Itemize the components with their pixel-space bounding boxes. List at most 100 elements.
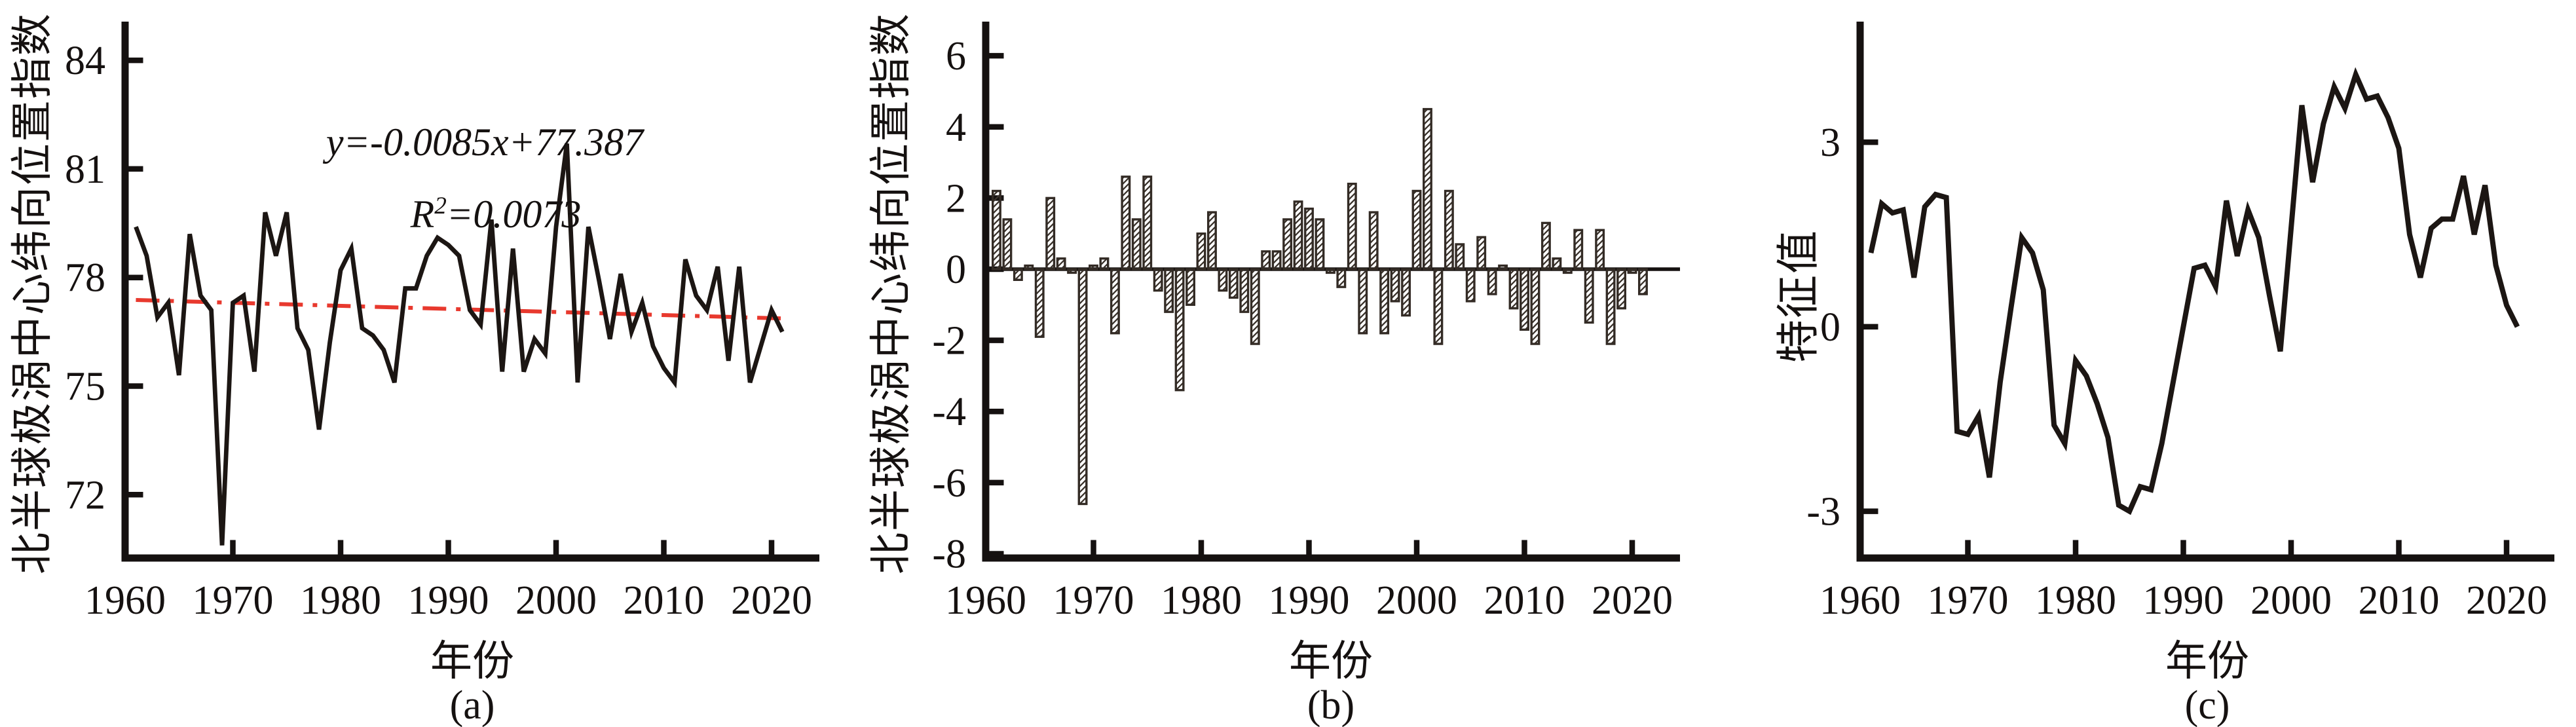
b-bar-1966: [1045, 196, 1056, 270]
b-x-tick-label-2010: 2010: [1484, 578, 1565, 623]
b-bar-1979: [1185, 268, 1195, 307]
b-bar-2018: [1605, 268, 1616, 345]
b-bar-2021: [1637, 268, 1648, 295]
b-x-tick-label-2020: 2020: [1592, 578, 1673, 623]
b-bar-1989: [1293, 200, 1303, 270]
b-bar-1965: [1034, 268, 1045, 338]
b-bar-2012: [1540, 221, 1551, 270]
panel-a: 1960 1970 1980 1990 2000 2010 2020 72 75 78 81 84 北…: [0, 0, 859, 727]
equation-intercept-text: +77.387: [508, 121, 644, 164]
b-bar-1999: [1401, 268, 1411, 317]
b-bar-2019: [1616, 268, 1627, 310]
a-y-tick-label-75: 75: [65, 365, 105, 409]
a-y-tick-label-84: 84: [65, 39, 105, 83]
b-bar-1981: [1207, 211, 1217, 270]
b-bar-1972: [1110, 268, 1120, 335]
c-x-tick-label-2010: 2010: [2359, 578, 2440, 623]
panel-b-caption: (b): [1307, 683, 1355, 727]
b-bar-2001: [1423, 107, 1432, 270]
b-bar-2003: [1444, 189, 1454, 270]
b-bar-1990: [1304, 207, 1314, 270]
panel-a-chart: 1960 1970 1980 1990 2000 2010 2020 72 75 78 81 84: [65, 22, 819, 623]
a-series-line: [134, 143, 785, 546]
b-bar-1964: [1024, 264, 1034, 270]
b-bar-1983: [1228, 268, 1239, 299]
b-x-tick-label-1980: 1980: [1161, 578, 1242, 623]
b-bar-1985: [1250, 268, 1260, 345]
b-bar-1977: [1164, 268, 1174, 313]
trend-equation-line1: y=-0.0085x+77.387: [262, 110, 707, 174]
b-bar-1995: [1358, 268, 1368, 335]
b-y-tick-label-0: 0: [946, 248, 966, 292]
b-y-tick-label-2: 2: [946, 176, 966, 221]
panel-c-y-axis-title: 特征值: [1775, 229, 1823, 363]
panel-a-x-axis-title: 年份: [430, 638, 514, 684]
c-y-tick-label--3: -3: [1806, 490, 1840, 534]
b-bar-2000: [1411, 189, 1422, 270]
b-x-tick-label-1990: 1990: [1269, 578, 1350, 623]
b-bar-1994: [1347, 182, 1357, 270]
panel-a-y-axis-title: 北半球极涡中心纬向位置指数: [9, 12, 56, 574]
c-x-tick-label-1990: 1990: [2143, 578, 2224, 623]
b-bar-1988: [1282, 218, 1293, 270]
c-y-tick-label-0: 0: [1820, 305, 1840, 350]
b-y-tick-label--8: -8: [932, 532, 966, 576]
equation-y-var: y: [326, 121, 344, 164]
equation-r-sup: 2: [434, 193, 447, 219]
b-x-tick-label-1970: 1970: [1053, 578, 1134, 623]
c-y-tick-label-3: 3: [1820, 121, 1840, 165]
a-y-tick-label-78: 78: [65, 256, 105, 301]
b-x-tick-label-1960: 1960: [945, 578, 1026, 623]
panel-b-x-axis-title: 年份: [1289, 638, 1373, 684]
a-x-tick-label-2000: 2000: [515, 578, 597, 623]
b-bar-1961: [991, 189, 1001, 270]
b-bar-2014: [1562, 268, 1573, 274]
a-x-tick-label-1990: 1990: [408, 578, 489, 623]
b-bar-1967: [1056, 257, 1066, 270]
panel-b-chart: 1960 1970 1980 1990 2000 2010 2020 -8 -6 -4 -2 0 2 4 6: [932, 22, 1680, 623]
b-y-tick-label--4: -4: [932, 390, 966, 434]
c-x-tick-label-1970: 1970: [1928, 578, 2009, 623]
panel-b: 1960 1970 1980 1990 2000 2010 2020 -8 -6 -4 -2 0 2 4 6…: [859, 0, 1717, 727]
panel-c-x-axis-title: 年份: [2165, 638, 2249, 684]
b-bar-1992: [1325, 268, 1335, 274]
b-bar-1986: [1261, 250, 1271, 270]
c-x-tick-label-1960: 1960: [1820, 578, 1901, 623]
b-bar-2009: [1508, 268, 1519, 310]
b-bar-1984: [1239, 268, 1250, 313]
b-bar-1993: [1336, 268, 1347, 288]
a-x-tick-label-1970: 1970: [193, 578, 274, 623]
b-bar-1980: [1196, 232, 1206, 270]
b-bar-1998: [1390, 268, 1400, 303]
b-y-tick-label--6: -6: [932, 461, 966, 506]
equation-x-var: x: [491, 121, 509, 164]
b-bar-2006: [1476, 236, 1487, 270]
b-bar-1978: [1174, 268, 1185, 392]
b-bar-1963: [1013, 268, 1023, 281]
a-y-tick-label-81: 81: [65, 147, 105, 192]
a-x-tick-label-2010: 2010: [624, 578, 705, 623]
b-bar-2011: [1530, 268, 1540, 345]
b-bar-2013: [1552, 257, 1562, 270]
c-x-tick-label-2000: 2000: [2250, 578, 2332, 623]
c-x-tick-label-2020: 2020: [2466, 578, 2547, 623]
b-bar-1970: [1089, 264, 1098, 270]
b-bar-1969: [1077, 268, 1088, 506]
b-bar-1968: [1067, 268, 1077, 274]
c-series-line: [1868, 67, 2520, 515]
a-y-tick-label-72: 72: [65, 473, 105, 517]
a-x-tick-label-1960: 1960: [84, 578, 166, 623]
b-bar-2002: [1433, 268, 1444, 345]
b-bar-2017: [1595, 229, 1605, 270]
b-bar-1991: [1315, 218, 1325, 270]
b-bar-1996: [1368, 211, 1379, 270]
trend-equation: y=-0.0085x+77.387 R2=0.0073: [262, 110, 707, 246]
trend-equation-line2: R2=0.0073: [262, 174, 707, 246]
equation-slope-text: =-0.0085: [343, 121, 491, 164]
b-bar-2005: [1465, 268, 1476, 303]
b-bar-2007: [1487, 268, 1497, 295]
b-bar-1997: [1379, 268, 1390, 335]
panel-c-chart: 1960 1970 1980 1990 2000 2010 2020 -3 0 3: [1806, 22, 2554, 623]
b-bar-1973: [1121, 176, 1131, 270]
